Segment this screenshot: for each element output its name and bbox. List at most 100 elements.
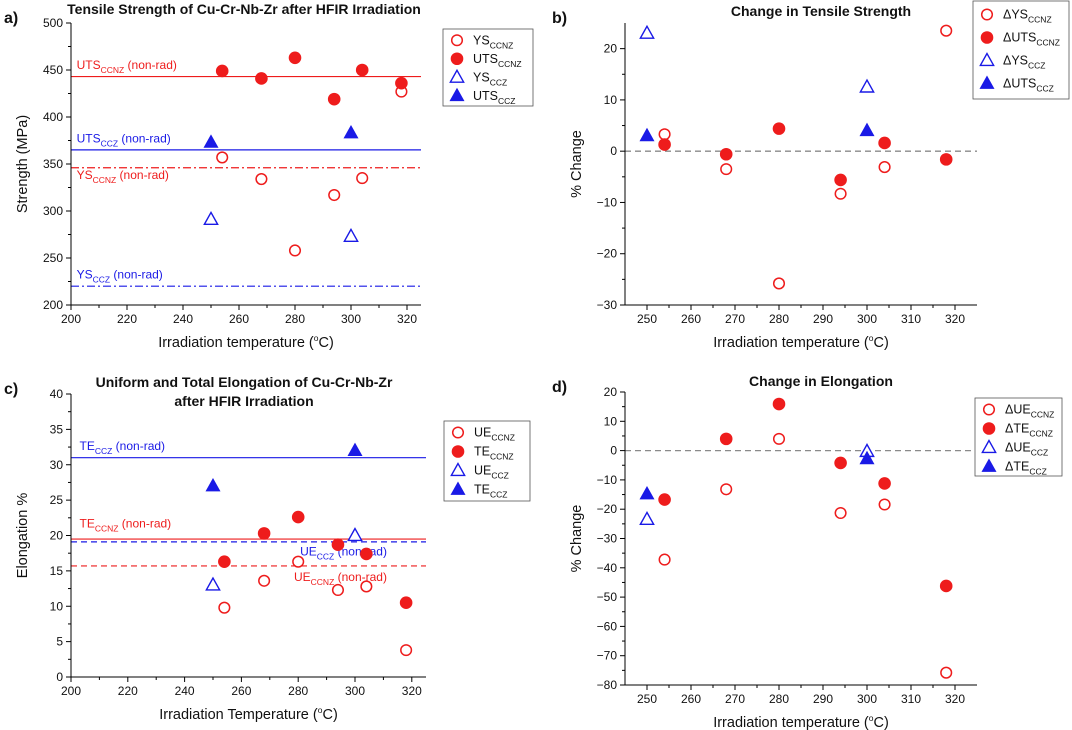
y-tick-label: −20: [597, 247, 618, 261]
data-point: [205, 477, 221, 492]
data-point: [399, 596, 413, 610]
legend-marker: [979, 75, 995, 89]
text-subscript: CCNZ: [490, 40, 514, 50]
data-point: [940, 24, 953, 37]
text-main: TE: [474, 445, 490, 459]
legend-marker: [981, 439, 997, 454]
text-main: UTS: [77, 131, 101, 145]
data-point: [343, 124, 359, 139]
text-main: YS: [473, 70, 490, 84]
x-axis-label: Irradiation temperature (oC): [713, 713, 889, 730]
text-suffix: (non-rad): [118, 517, 171, 531]
data-point: [772, 122, 786, 135]
x-axis-label-degree: o: [869, 713, 874, 723]
legend-marker: [979, 52, 995, 67]
text-subscript: CCZ: [491, 471, 508, 481]
legend-entry-label: ΔUTSCCNZ: [1003, 31, 1060, 48]
series-uts-ccz: [203, 124, 359, 148]
data-point: [218, 555, 231, 568]
text-subscript: CCNZ: [491, 433, 515, 443]
data-point: [878, 136, 891, 150]
data-point: [878, 477, 891, 490]
x-tick-label: 310: [901, 692, 921, 706]
data-point: [328, 188, 341, 202]
y-tick-label: −40: [597, 561, 618, 575]
data-point: [292, 555, 305, 568]
text-main: ΔTE: [1005, 460, 1029, 474]
legend-marker: [449, 87, 465, 102]
y-tick-label: 0: [56, 670, 63, 684]
y-tick-label: −10: [597, 195, 618, 209]
series-uts-ccnz: [215, 51, 408, 106]
y-axis-label: Strength (MPa): [15, 115, 31, 213]
x-tick-label: 280: [288, 684, 308, 698]
y-tick-label: 40: [50, 387, 64, 401]
legend-entry-label: UECCZ: [474, 464, 509, 481]
data-point: [288, 244, 302, 257]
data-point: [347, 527, 363, 542]
data-point: [878, 498, 891, 511]
data-point: [719, 147, 733, 161]
y-tick-label: 15: [50, 564, 64, 578]
text-subscript: CCNZ: [490, 452, 514, 462]
y-tick-label: 10: [604, 414, 618, 428]
y-tick-label: 350: [43, 157, 63, 171]
y-tick-label: 200: [43, 298, 63, 312]
x-axis-label: Irradiation Temperature (oC): [159, 705, 338, 723]
data-point: [720, 483, 733, 496]
data-point: [639, 511, 655, 526]
chart-title-line2: after HFIR Irradiation: [174, 393, 313, 409]
x-tick-label: 260: [229, 312, 249, 326]
panel-b: b) Change in Tensile Strength 250 260 270 280…: [552, 0, 1070, 351]
data-point: [939, 153, 953, 166]
data-point: [658, 493, 671, 506]
text-main: TE: [474, 483, 490, 497]
data-point: [719, 432, 733, 446]
data-point: [395, 76, 408, 90]
x-tick-label: 300: [857, 312, 877, 326]
series-te-ccnz: [218, 510, 413, 610]
text-main: ΔUTS: [1003, 77, 1036, 91]
x-tick-label: 300: [341, 312, 361, 326]
y-tick-label: 0: [610, 144, 617, 158]
x-tick-label: 260: [681, 692, 701, 706]
series-delta-uts-ccnz: [658, 122, 953, 187]
y-tick-label: 10: [604, 93, 618, 107]
data-point: [772, 432, 786, 445]
data-point: [203, 211, 219, 226]
legend-marker: [450, 481, 466, 495]
x-tick-label: 260: [681, 312, 701, 326]
y-tick-label: 0: [610, 444, 617, 458]
x-tick-label: 320: [397, 312, 417, 326]
data-point: [216, 151, 229, 164]
x-axis-label-end: C): [873, 335, 888, 351]
x-tick-label: 220: [117, 312, 137, 326]
x-tick-label: 200: [61, 684, 81, 698]
legend-entry-label: TECCZ: [474, 483, 507, 500]
data-point: [859, 78, 875, 93]
legend-entry-label: UTSCCNZ: [473, 52, 522, 69]
chart-title: Tensile Strength of Cu-Cr-Nb-Zr after HF…: [67, 1, 421, 17]
data-point: [205, 576, 221, 591]
data-point: [360, 580, 373, 593]
y-tick-label: −50: [597, 590, 618, 604]
data-point: [639, 127, 655, 142]
x-tick-label: 320: [402, 684, 422, 698]
x-tick-label: 320: [945, 312, 965, 326]
data-point: [258, 574, 271, 587]
data-point: [257, 527, 271, 540]
x-tick-label: 250: [637, 692, 657, 706]
data-point: [639, 24, 655, 39]
data-point: [940, 666, 953, 679]
text-main: UE: [294, 570, 311, 584]
text-subscript: CCZ: [1036, 84, 1053, 94]
series-ue-ccnz: [218, 555, 413, 657]
panel-label: a): [4, 10, 18, 27]
text-suffix: (non-rad): [118, 131, 171, 145]
x-tick-label: 280: [769, 692, 789, 706]
text-main: UTS: [473, 52, 498, 66]
data-point: [360, 547, 373, 561]
